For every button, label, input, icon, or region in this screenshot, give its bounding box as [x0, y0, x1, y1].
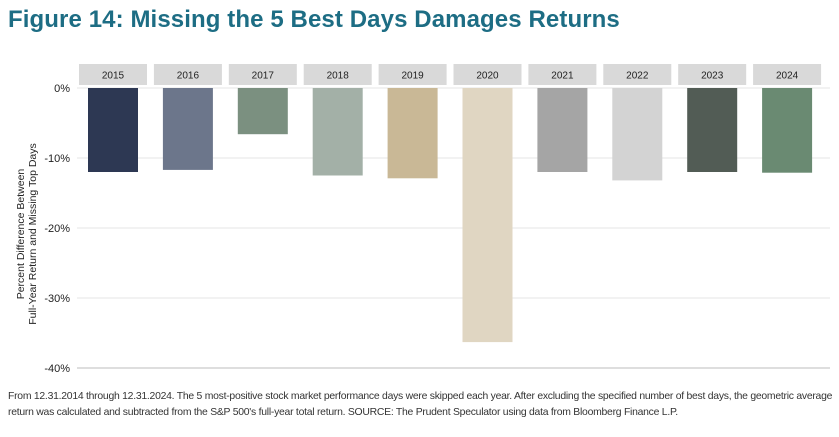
y-tick-label: -40%	[44, 363, 70, 375]
category-header	[528, 64, 597, 85]
footnote: From 12.31.2014 through 12.31.2024. The …	[8, 391, 833, 418]
bar	[687, 88, 738, 172]
y-axis-label-line1: Percent Difference Between	[15, 169, 27, 300]
category-label: 2019	[401, 71, 424, 82]
y-tick-label: 0%	[54, 83, 70, 95]
category-header	[753, 64, 822, 85]
bar	[312, 88, 363, 176]
bar	[387, 88, 438, 179]
category-label: 2018	[327, 71, 350, 82]
bars	[88, 88, 813, 343]
bar	[237, 88, 288, 135]
y-tick-label: -20%	[44, 223, 70, 235]
category-label: 2022	[626, 71, 649, 82]
bar	[537, 88, 588, 172]
y-axis-label-line2: Full-Year Return and Missing Top Days	[27, 143, 39, 325]
category-header	[303, 64, 372, 85]
y-axis-ticks: 0% -10% -20% -30% -40%	[44, 83, 70, 375]
bar	[762, 88, 813, 173]
category-header	[603, 64, 672, 85]
category-header	[678, 64, 747, 85]
y-tick-label: -10%	[44, 153, 70, 165]
category-header	[228, 64, 297, 85]
y-axis-label: Percent Difference Between Full-Year Ret…	[15, 143, 39, 325]
category-label: 2024	[776, 71, 799, 82]
category-label: 2023	[701, 71, 724, 82]
category-label: 2020	[476, 71, 499, 82]
category-label: 2016	[177, 71, 200, 82]
bar	[612, 88, 663, 181]
category-label: 2021	[551, 71, 574, 82]
category-header	[453, 64, 522, 85]
bar	[88, 88, 138, 172]
figure-title: Figure 14: Missing the 5 Best Days Damag…	[8, 6, 620, 33]
bar	[462, 88, 513, 343]
category-label: 2017	[252, 71, 275, 82]
category-label: 2015	[102, 71, 125, 82]
category-headers: 2015 2016 2017 2018 2019 2020 2021 2022 2023 2024	[79, 64, 822, 85]
bar	[162, 88, 213, 170]
category-header	[153, 64, 222, 85]
bar-chart: Percent Difference Between Full-Year Ret…	[15, 64, 830, 375]
category-header	[378, 64, 447, 85]
y-tick-label: -30%	[44, 293, 70, 305]
category-header	[79, 64, 147, 85]
